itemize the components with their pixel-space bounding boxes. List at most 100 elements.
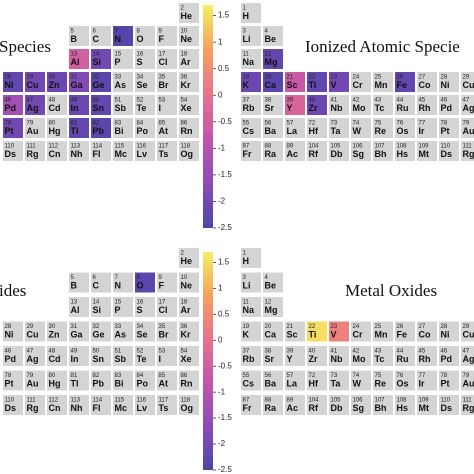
element-symbol: Rh xyxy=(419,354,431,364)
element-cell xyxy=(91,395,111,415)
atomic-number: 6 xyxy=(93,275,97,281)
element-symbol: Fl xyxy=(93,149,101,159)
element-symbol: Pb xyxy=(93,379,105,389)
atomic-number: 7 xyxy=(115,275,119,281)
element-cell xyxy=(285,321,305,342)
element-symbol: Nh xyxy=(71,149,83,159)
atomic-number: 76 xyxy=(397,373,404,379)
atomic-number: 17 xyxy=(159,300,166,306)
element-symbol: Ru xyxy=(397,103,409,113)
atomic-number: 33 xyxy=(115,75,122,81)
element-cell xyxy=(179,3,199,23)
atomic-number: 39 xyxy=(287,98,294,104)
element-symbol: B xyxy=(71,281,78,291)
element-cell xyxy=(135,72,155,92)
element-symbol: Ga xyxy=(71,80,84,90)
element-cell xyxy=(417,118,437,138)
atomic-number: 108 xyxy=(397,144,408,150)
element-cell xyxy=(135,370,155,391)
atomic-number: 108 xyxy=(397,398,408,404)
element-symbol: Rn xyxy=(181,126,193,136)
atomic-number: 104 xyxy=(309,144,320,150)
atomic-number: 77 xyxy=(419,121,426,127)
element-symbol: O xyxy=(137,281,144,291)
panel-title: Ionized Atomic Specie xyxy=(305,37,460,56)
element-cell xyxy=(91,72,111,92)
element-cell xyxy=(329,395,349,415)
element-symbol: Cs xyxy=(243,126,255,136)
element-symbol: Pt xyxy=(5,379,14,389)
element-symbol: Cn xyxy=(49,403,61,413)
element-cell xyxy=(157,141,177,161)
element-symbol: Na xyxy=(243,305,255,315)
element-symbol: Ge xyxy=(93,330,105,340)
atomic-number: 10 xyxy=(181,29,188,35)
element-symbol: Be xyxy=(265,281,277,291)
atomic-number: 37 xyxy=(243,98,250,104)
element-cell xyxy=(113,370,133,391)
element-cell xyxy=(263,118,283,138)
element-symbol: Hf xyxy=(309,126,319,136)
atomic-number: 30 xyxy=(49,324,56,330)
element-cell xyxy=(157,95,177,115)
atomic-number: 5 xyxy=(71,29,75,35)
atomic-number: 28 xyxy=(441,75,448,81)
element-cell xyxy=(241,321,261,342)
element-cell xyxy=(179,49,199,69)
colorbar-tick-label: -1 xyxy=(218,387,226,396)
atomic-number: 28 xyxy=(5,75,12,81)
element-cell xyxy=(3,72,23,92)
element-symbol: At xyxy=(159,379,169,389)
element-symbol: Cd xyxy=(49,354,61,364)
atomic-number: 82 xyxy=(93,121,100,127)
atomic-number: 75 xyxy=(375,121,382,127)
element-symbol: S xyxy=(137,57,143,67)
atomic-number: 35 xyxy=(159,75,166,81)
atomic-number: 14 xyxy=(93,300,100,306)
element-cell xyxy=(285,72,305,92)
element-cell xyxy=(47,95,67,115)
element-cell xyxy=(69,321,89,342)
atomic-number: 12 xyxy=(265,300,272,306)
element-symbol: Bh xyxy=(375,149,387,159)
atomic-number: 26 xyxy=(397,324,404,330)
atomic-number: 72 xyxy=(309,373,316,379)
element-symbol: Y xyxy=(287,103,293,113)
atomic-number: 77 xyxy=(419,373,426,379)
atomic-number: 55 xyxy=(243,373,250,379)
element-symbol: Au xyxy=(27,126,39,136)
atomic-number: 52 xyxy=(137,349,144,355)
element-cell xyxy=(113,141,133,161)
element-symbol: Bi xyxy=(115,126,124,136)
atomic-number: 27 xyxy=(419,75,426,81)
element-cell xyxy=(351,321,371,342)
element-symbol: Au xyxy=(463,126,474,136)
element-symbol: K xyxy=(243,80,250,90)
element-cell xyxy=(241,141,261,161)
element-symbol: Og xyxy=(181,403,194,413)
atomic-number: 19 xyxy=(243,324,250,330)
atomic-number: 113 xyxy=(71,144,81,150)
atomic-number: 88 xyxy=(265,144,272,150)
atomic-number: 109 xyxy=(419,144,430,150)
atomic-number: 47 xyxy=(27,98,34,104)
element-cell xyxy=(307,346,327,366)
atomic-number: 78 xyxy=(5,373,12,379)
element-symbol: Db xyxy=(331,403,343,413)
atomic-number: 114 xyxy=(93,144,103,150)
atomic-number: 10 xyxy=(181,275,188,281)
element-cell xyxy=(135,118,155,138)
element-cell xyxy=(285,95,305,115)
element-symbol: Ts xyxy=(159,149,169,159)
element-symbol: Ds xyxy=(5,149,17,159)
element-cell xyxy=(69,49,89,69)
element-cell xyxy=(307,118,327,138)
atomic-number: 72 xyxy=(309,121,316,127)
atomic-number: 27 xyxy=(419,324,426,330)
element-cell xyxy=(351,95,371,115)
colorbar xyxy=(203,252,213,470)
atomic-number: 46 xyxy=(441,349,448,355)
element-symbol: Ga xyxy=(71,330,84,340)
element-symbol: Rn xyxy=(181,379,193,389)
element-cell xyxy=(263,370,283,391)
